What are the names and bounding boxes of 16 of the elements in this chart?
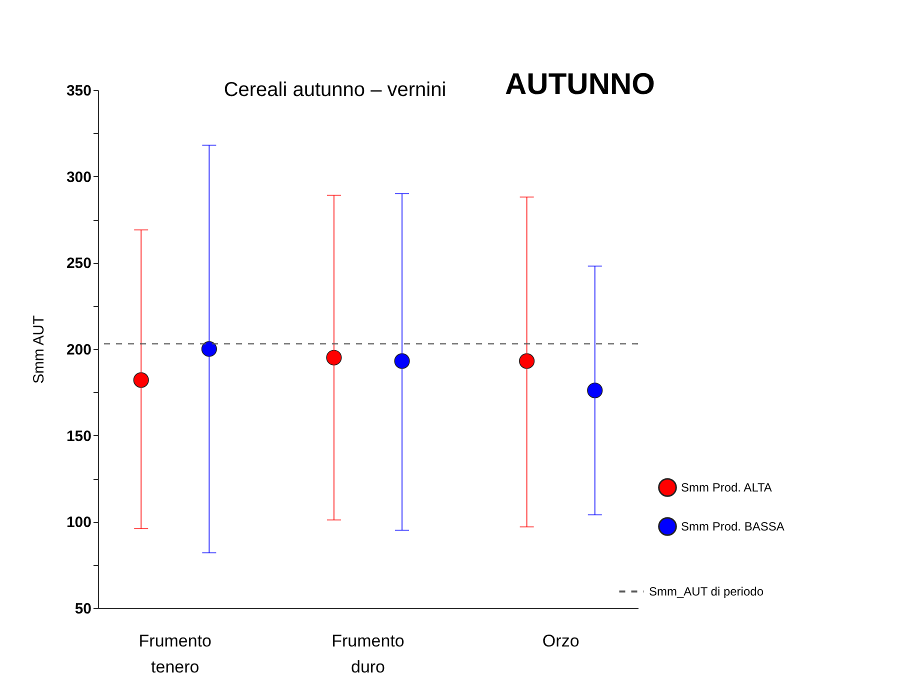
y-tick-label: 300 — [66, 168, 92, 186]
x-tick-label: Frumento tenero — [138, 632, 212, 676]
legend-label: Smm Prod. ALTA — [681, 480, 772, 494]
x-tick-label: Orzo — [542, 632, 580, 650]
x-tick-label: Frumento duro — [332, 632, 404, 676]
legend-label: Smm_AUT di periodo — [649, 584, 764, 598]
y-tick-label: 350 — [66, 82, 92, 100]
chart-subtitle: AUTUNNO — [505, 68, 655, 101]
y-tick-label: 100 — [66, 514, 92, 532]
y-tick-label: 50 — [74, 600, 92, 618]
y-tick-label: 200 — [66, 342, 92, 358]
chart-title: Cereali autunno – vernini — [224, 79, 446, 101]
y-tick-label: 150 — [66, 428, 92, 445]
y-axis-title: Smm AUT — [30, 315, 48, 384]
y-tick-label: 250 — [66, 255, 92, 272]
legend-label: Smm Prod. BASSA — [681, 520, 784, 534]
